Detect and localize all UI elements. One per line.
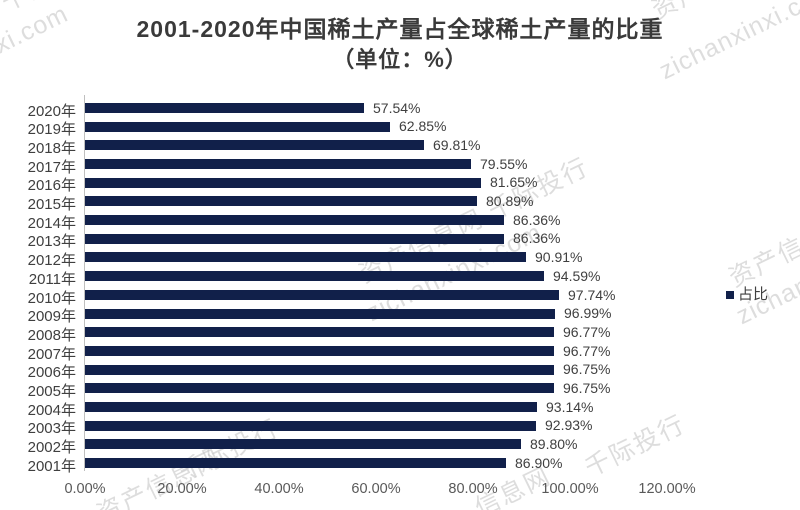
- y-axis-label: 2002年: [27, 438, 76, 456]
- bar-row: 2020年 57.54%: [0, 99, 800, 120]
- legend-swatch-icon: [726, 290, 734, 299]
- y-axis-line: [84, 95, 85, 471]
- y-axis-label: 2004年: [27, 401, 76, 419]
- bar-row: 2001年 86.90%: [0, 454, 800, 475]
- bar-row: 2015年 80.89%: [0, 192, 800, 214]
- bar-value-label: 96.75%: [563, 361, 611, 378]
- bar-row: 2011年 94.59%: [0, 267, 800, 288]
- chart-subtitle: （单位：%）: [332, 47, 468, 72]
- bar-row: 2017年 79.55%: [0, 155, 800, 176]
- bar-row: 2014年 86.36%: [0, 211, 800, 232]
- y-axis-label: 2011年: [28, 270, 76, 288]
- legend: 占比: [726, 283, 768, 304]
- bar: [85, 215, 504, 226]
- y-axis-label: 2019年: [27, 121, 76, 139]
- bar-row: 2006年 96.75%: [0, 360, 800, 382]
- y-axis-label: 2006年: [27, 364, 76, 382]
- bar: [85, 252, 526, 263]
- bar-value-label: 90.91%: [535, 249, 583, 266]
- bar-value-label: 86.90%: [515, 454, 563, 471]
- bar-row: 2009年 96.99%: [0, 304, 800, 326]
- y-axis-label: 2009年: [27, 308, 76, 326]
- y-axis-label: 2018年: [27, 140, 76, 158]
- bar: [85, 364, 554, 375]
- bar: [85, 140, 424, 151]
- bar: [85, 308, 555, 319]
- x-axis-tick-label: 40.00%: [254, 481, 304, 497]
- bar-row: 2016年 81.65%: [0, 173, 800, 195]
- legend-label: 占比: [738, 286, 769, 303]
- y-axis-label: 2008年: [27, 326, 76, 344]
- x-axis-tick-label: 60.00%: [351, 481, 401, 497]
- bar-value-label: 69.81%: [433, 137, 481, 154]
- x-axis-tick-label: 120.00%: [638, 481, 696, 497]
- y-axis-label: 2005年: [27, 382, 76, 400]
- bar-value-label: 97.74%: [568, 286, 616, 303]
- bar: [85, 457, 506, 468]
- bar: [85, 271, 544, 282]
- y-axis-label: 2007年: [27, 345, 76, 363]
- bar-value-label: 96.77%: [563, 342, 611, 359]
- bar-row: 2013年 86.36%: [0, 229, 800, 251]
- y-axis-label: 2013年: [27, 233, 76, 251]
- bar-value-label: 79.55%: [480, 155, 528, 172]
- x-axis-tick-label: 20.00%: [157, 481, 207, 497]
- bar-row: 2002年 89.80%: [0, 435, 800, 456]
- x-axis-tick-label: 100.00%: [541, 481, 599, 497]
- bar-value-label: 96.75%: [563, 379, 611, 396]
- y-axis-label: 2020年: [27, 102, 76, 120]
- bar-value-label: 92.93%: [545, 417, 593, 434]
- y-axis-label: 2003年: [27, 420, 76, 438]
- y-axis-label: 2017年: [27, 158, 76, 176]
- bar: [85, 233, 504, 244]
- bar: [85, 401, 537, 412]
- bar-row: 2019年 62.85%: [0, 117, 800, 139]
- bar: [85, 159, 471, 170]
- bar-row: 2010年 97.74%: [0, 286, 800, 307]
- bar-row: 2003年 92.93%: [0, 416, 800, 438]
- y-axis-label: 2015年: [27, 196, 76, 214]
- chart-title: 2001-2020年中国稀土产量占全球稀土产量的比重: [136, 16, 664, 42]
- bar-value-label: 94.59%: [553, 267, 601, 284]
- bar-row: 2005年 96.75%: [0, 379, 800, 400]
- bar-value-label: 86.36%: [513, 211, 561, 228]
- bar-row: 2018年 69.81%: [0, 136, 800, 158]
- bar: [85, 121, 390, 132]
- y-axis-label: 2001年: [27, 457, 76, 475]
- bar-value-label: 81.65%: [490, 174, 538, 191]
- bar: [85, 383, 554, 394]
- bar-value-label: 96.77%: [563, 323, 611, 340]
- y-axis-label: 2012年: [27, 252, 76, 270]
- bar: [85, 439, 521, 450]
- y-axis-label: 2014年: [27, 214, 76, 232]
- bar: [85, 289, 559, 300]
- bar: [85, 177, 481, 188]
- bar-value-label: 62.85%: [399, 118, 447, 135]
- bar-row: 2012年 90.91%: [0, 248, 800, 270]
- bar-value-label: 80.89%: [486, 193, 534, 210]
- x-axis-tick-label: 80.00%: [448, 481, 498, 497]
- bar: [85, 196, 477, 207]
- bar-value-label: 57.54%: [373, 99, 421, 116]
- bar-row: 2008年 96.77%: [0, 323, 800, 344]
- bar-value-label: 96.99%: [564, 305, 612, 322]
- bar-row: 2004年 93.14%: [0, 398, 800, 419]
- y-axis-label: 2016年: [27, 177, 76, 195]
- x-axis-tick-label: 0.00%: [64, 481, 106, 497]
- bar-row: 2007年 96.77%: [0, 342, 800, 363]
- bar: [85, 420, 536, 431]
- bar-value-label: 89.80%: [530, 435, 578, 452]
- bar: [85, 327, 554, 338]
- y-axis-label: 2010年: [27, 289, 76, 307]
- bar-value-label: 86.36%: [513, 230, 561, 247]
- bar: [85, 345, 554, 356]
- bar: [85, 103, 364, 114]
- bar-value-label: 93.14%: [546, 398, 594, 415]
